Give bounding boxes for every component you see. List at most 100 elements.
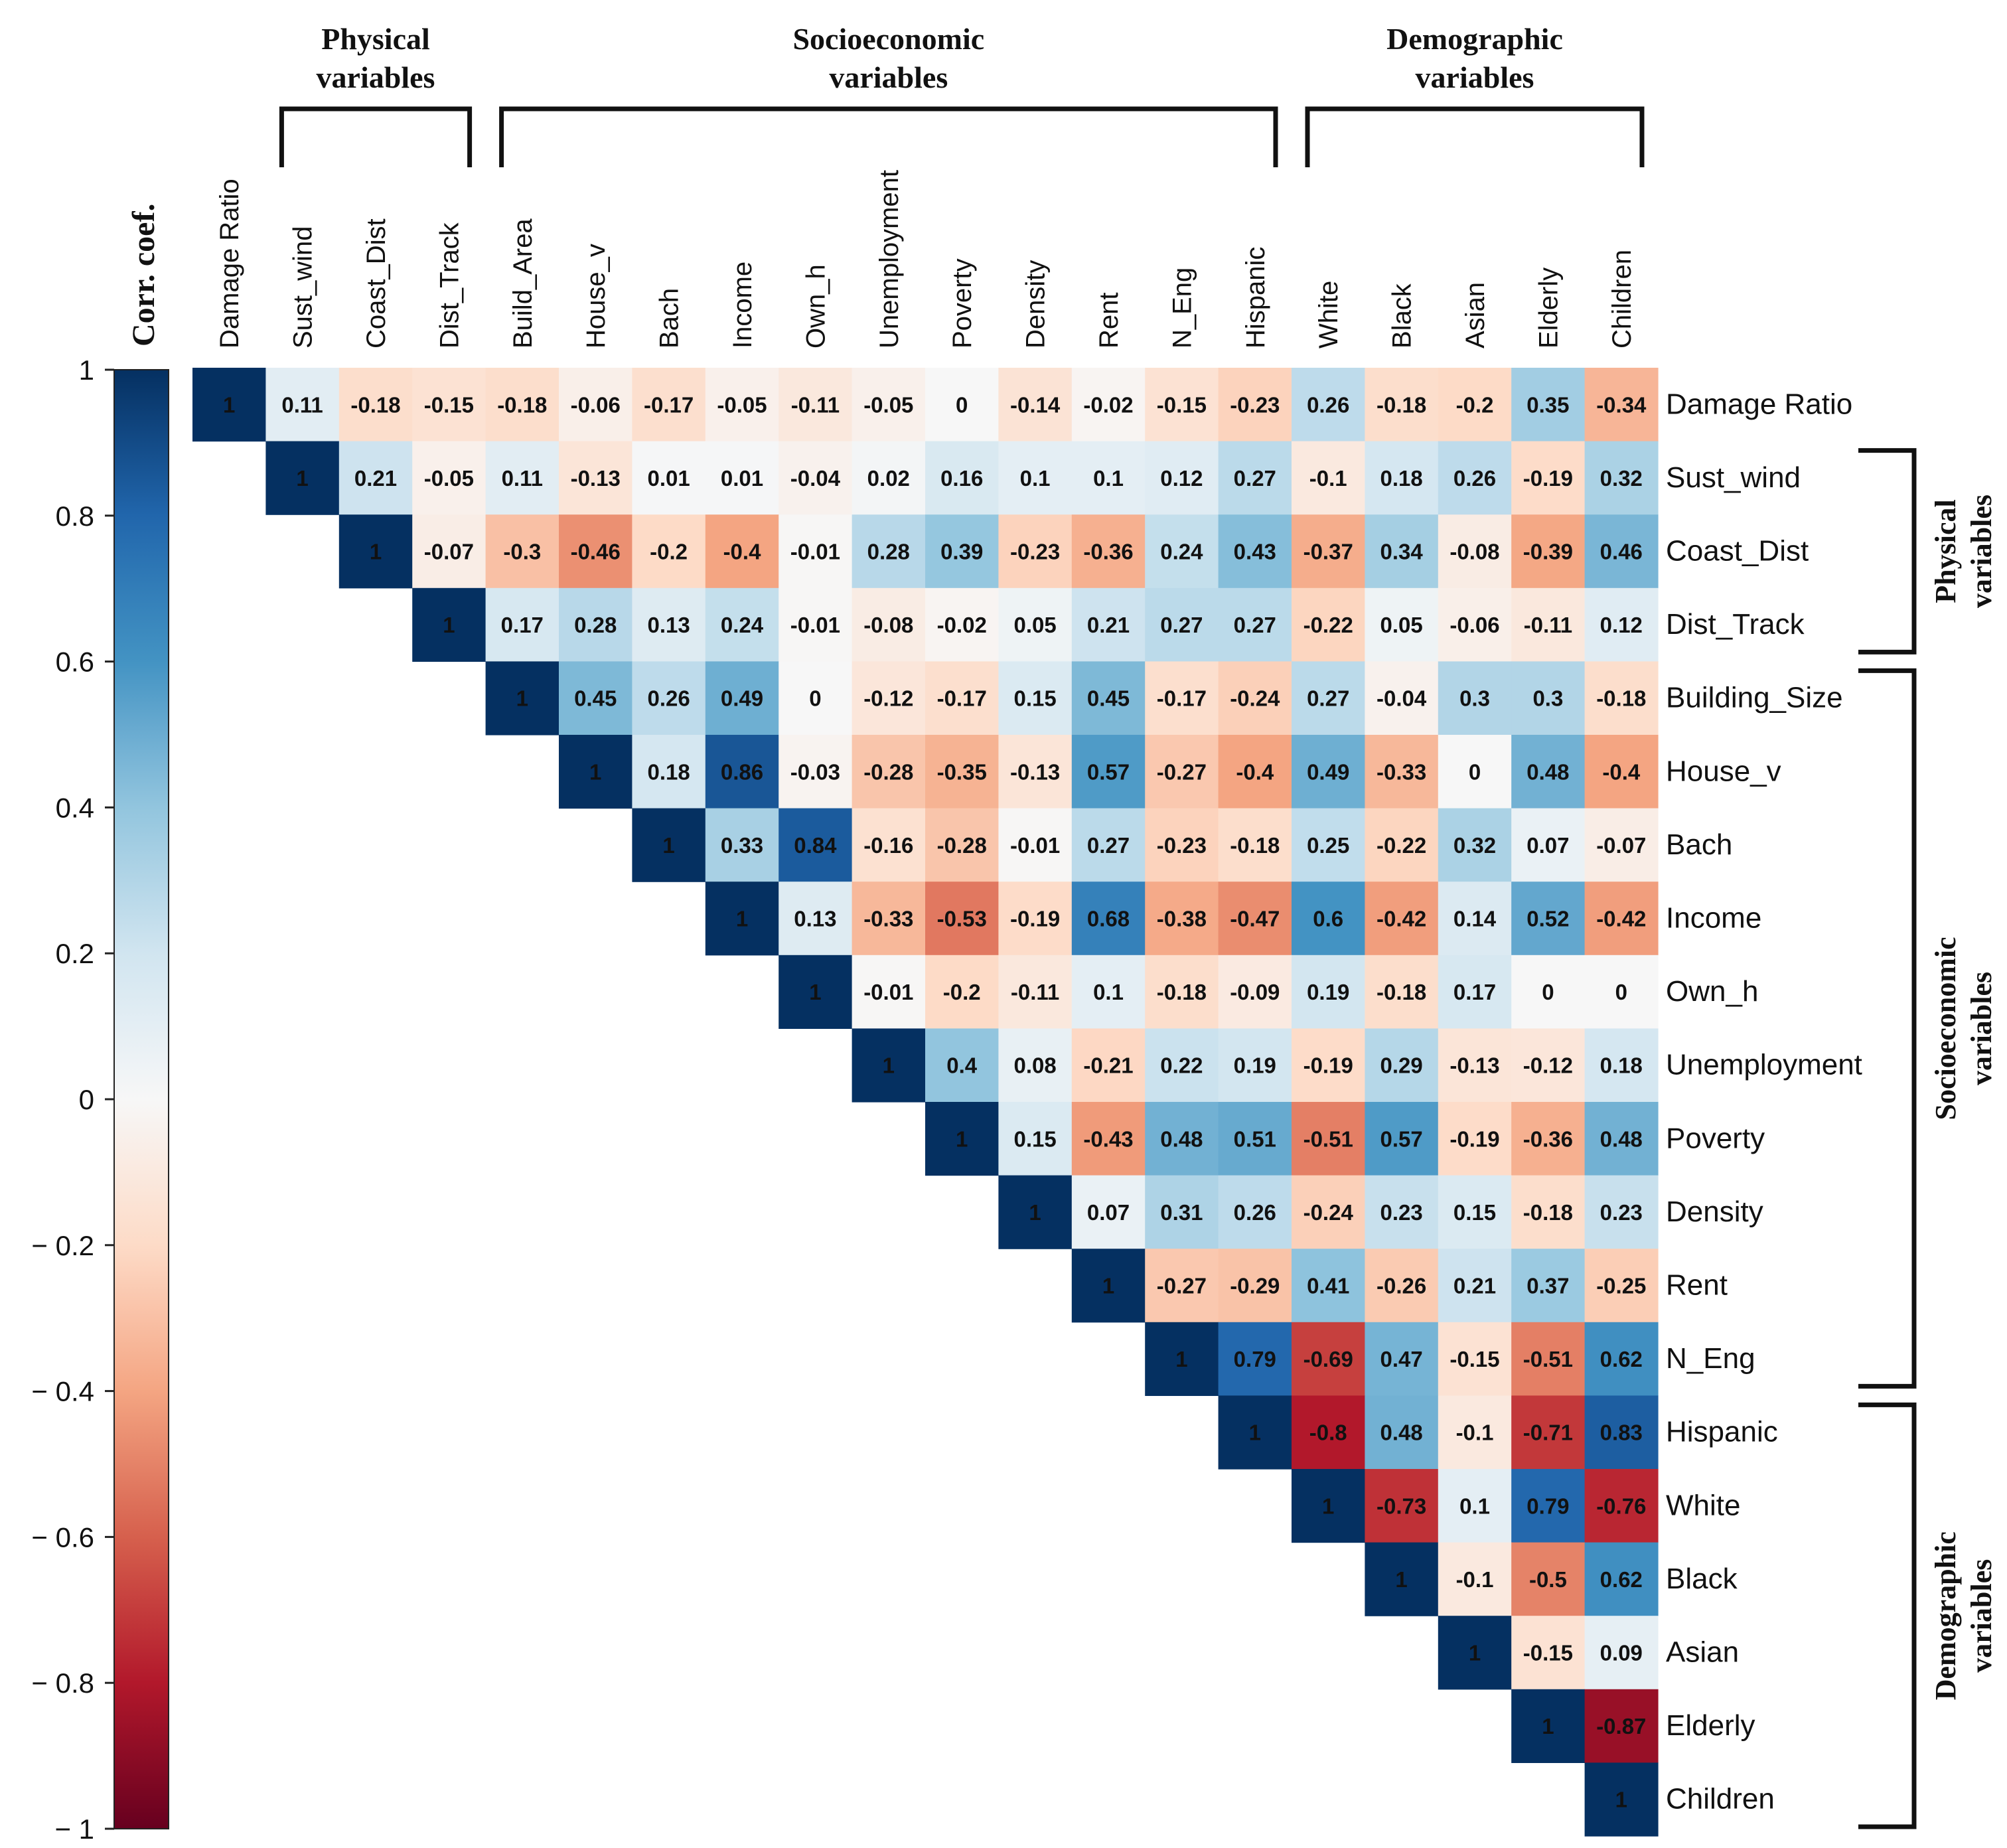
- cell-value-label: -0.33: [863, 907, 913, 931]
- cell-value-label: 1: [736, 907, 748, 931]
- cell-value-label: 0.16: [940, 466, 983, 491]
- cell-value-label: 0.1: [1020, 466, 1051, 491]
- heatmap-cell: [1438, 735, 1512, 809]
- cell-value-label: 0.17: [501, 613, 544, 637]
- cell-value-label: 0.46: [1600, 540, 1643, 564]
- heatmap-cell: [1145, 514, 1219, 589]
- heatmap-cell: [1438, 882, 1512, 956]
- cell-value-label: -0.17: [937, 686, 987, 711]
- heatmap-cell: [1438, 1469, 1512, 1543]
- heatmap-cell: [412, 514, 486, 589]
- cell-value-label: 0: [1615, 980, 1627, 1004]
- cell-value-label: 0.45: [1087, 686, 1130, 711]
- heatmap-cell: [1438, 514, 1512, 589]
- cell-value-label: -0.18: [1376, 980, 1426, 1004]
- cell-value-label: 0.02: [867, 466, 910, 491]
- row-group-label: Socioeconomic: [1929, 937, 1962, 1120]
- row-label: House_v: [1666, 755, 1781, 787]
- cell-value-label: 0.28: [574, 613, 617, 637]
- heatmap-cell: [779, 441, 853, 515]
- heatmap-cell: [1365, 587, 1439, 662]
- cell-value-label: -0.18: [1376, 392, 1426, 417]
- heatmap-cell: [1584, 1249, 1659, 1323]
- heatmap-cell: [1438, 368, 1512, 442]
- row-label: Coast_Dist: [1666, 535, 1809, 568]
- cell-value-label: -0.38: [1157, 907, 1207, 931]
- heatmap-cell: [925, 735, 999, 809]
- cell-value-label: 1: [1395, 1567, 1407, 1592]
- heatmap-cell: [1292, 1249, 1365, 1323]
- heatmap-cell: [1218, 368, 1292, 442]
- heatmap-cell: [1365, 1028, 1439, 1103]
- cell-value-label: 0.18: [647, 759, 690, 784]
- cell-value-label: 0.13: [647, 613, 690, 637]
- heatmap-cells: 1 0.11 -0.18 -0.15 -0.18 -0.06 -0.17 -0.05 -0.11…: [192, 368, 1659, 1837]
- heatmap-cell: [1218, 735, 1292, 809]
- cell-value-label: 0.35: [1526, 392, 1569, 417]
- row-label: Income: [1666, 902, 1761, 935]
- cell-value-label: -0.42: [1376, 907, 1426, 931]
- cell-value-label: -0.51: [1523, 1347, 1573, 1371]
- cell-value-label: -0.13: [1010, 759, 1060, 784]
- cell-value-label: -0.39: [1523, 540, 1573, 564]
- cell-value-label: 0.51: [1234, 1126, 1276, 1151]
- column-group-label: Demographic: [1386, 22, 1563, 56]
- heatmap-cell: [1438, 661, 1512, 735]
- column-group-label: variables: [1416, 60, 1534, 94]
- heatmap-cell: [1584, 1689, 1659, 1763]
- cell-value-label: -0.46: [571, 540, 621, 564]
- cell-value-label: -0.02: [1083, 392, 1133, 417]
- column-label: Income: [728, 262, 757, 348]
- heatmap-cell: [1292, 661, 1365, 735]
- cell-value-label: 0.15: [1013, 686, 1056, 711]
- heatmap-cell: [852, 955, 926, 1029]
- heatmap-cell: [1292, 955, 1365, 1029]
- heatmap-cell: [925, 882, 999, 956]
- heatmap-cell: [338, 368, 413, 442]
- cell-value-label: -0.12: [863, 686, 913, 711]
- row-label: Building_Size: [1666, 682, 1843, 714]
- cell-value-label: 0.32: [1600, 466, 1643, 491]
- row-label: Bach: [1666, 828, 1732, 861]
- column-label: Coast_Dist: [362, 218, 391, 348]
- row-group-label: variables: [1965, 1559, 1998, 1673]
- cell-value-label: -0.18: [1523, 1200, 1573, 1225]
- cell-value-label: -0.04: [790, 466, 841, 491]
- cell-value-label: -0.19: [1010, 907, 1060, 931]
- heatmap-cell: [412, 587, 486, 662]
- cell-value-label: 0: [1542, 980, 1554, 1004]
- heatmap-cell: [1365, 1542, 1439, 1616]
- heatmap-cell: [1584, 514, 1659, 589]
- cell-value-label: -0.26: [1376, 1274, 1426, 1298]
- cell-value-label: -0.71: [1523, 1421, 1573, 1445]
- cell-value-label: 0.6: [1313, 907, 1343, 931]
- row-label: Unemployment: [1666, 1049, 1862, 1081]
- row-label: Rent: [1666, 1269, 1728, 1302]
- heatmap-cell: [998, 955, 1073, 1029]
- heatmap-cell: [1145, 368, 1219, 442]
- cell-value-label: 0.26: [1453, 466, 1496, 491]
- heatmap-cell: [852, 808, 926, 882]
- cell-value-label: 0.32: [1453, 833, 1496, 858]
- cell-value-label: -0.02: [937, 613, 987, 637]
- heatmap-cell: [1438, 1616, 1512, 1690]
- cell-value-label: -0.51: [1303, 1126, 1353, 1151]
- column-label: Unemployment: [875, 170, 904, 348]
- cell-value-label: -0.06: [571, 392, 621, 417]
- heatmap-cell: [1511, 587, 1586, 662]
- cell-value-label: 0.11: [502, 466, 543, 491]
- cell-value-label: 1: [662, 833, 674, 858]
- cell-value-label: -0.13: [1450, 1053, 1499, 1078]
- heatmap-cell: [485, 587, 559, 662]
- cell-value-label: 0.84: [794, 833, 837, 858]
- column-group-bracket: [499, 106, 1278, 167]
- cell-value-label: 0.07: [1526, 833, 1569, 858]
- heatmap-cell: [779, 955, 853, 1029]
- cell-value-label: 0.27: [1234, 613, 1276, 637]
- cell-value-label: 0.1: [1459, 1494, 1490, 1518]
- heatmap-cell: [1365, 1322, 1439, 1396]
- cell-value-label: 0.62: [1600, 1567, 1643, 1592]
- cell-value-label: 0.22: [1160, 1053, 1203, 1078]
- heatmap-cell: [1145, 1102, 1219, 1176]
- cell-value-label: -0.17: [644, 392, 694, 417]
